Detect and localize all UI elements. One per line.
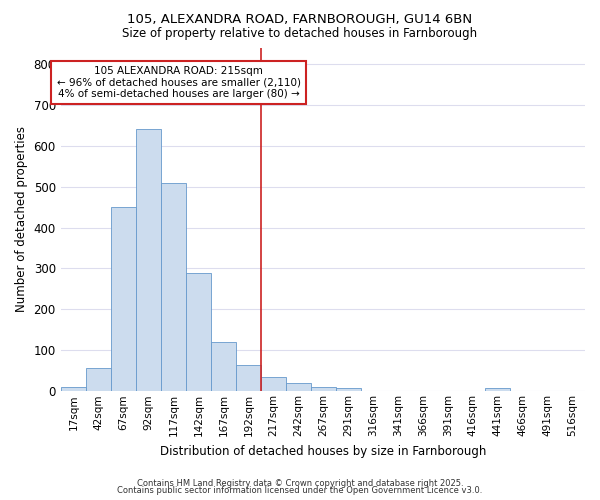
X-axis label: Distribution of detached houses by size in Farnborough: Distribution of detached houses by size … xyxy=(160,444,487,458)
Text: Contains public sector information licensed under the Open Government Licence v3: Contains public sector information licen… xyxy=(118,486,482,495)
Bar xyxy=(136,130,161,392)
Bar xyxy=(485,388,510,392)
Text: 105, ALEXANDRA ROAD, FARNBOROUGH, GU14 6BN: 105, ALEXANDRA ROAD, FARNBOROUGH, GU14 6… xyxy=(127,12,473,26)
Bar xyxy=(261,377,286,392)
Bar xyxy=(186,272,211,392)
Bar xyxy=(211,342,236,392)
Y-axis label: Number of detached properties: Number of detached properties xyxy=(15,126,28,312)
Bar xyxy=(86,368,111,392)
Bar xyxy=(335,388,361,392)
Bar xyxy=(111,207,136,392)
Bar xyxy=(311,387,335,392)
Bar xyxy=(61,387,86,392)
Text: Size of property relative to detached houses in Farnborough: Size of property relative to detached ho… xyxy=(122,28,478,40)
Bar xyxy=(286,383,311,392)
Bar xyxy=(161,182,186,392)
Text: Contains HM Land Registry data © Crown copyright and database right 2025.: Contains HM Land Registry data © Crown c… xyxy=(137,478,463,488)
Text: 105 ALEXANDRA ROAD: 215sqm
← 96% of detached houses are smaller (2,110)
4% of se: 105 ALEXANDRA ROAD: 215sqm ← 96% of deta… xyxy=(56,66,301,99)
Bar xyxy=(236,364,261,392)
